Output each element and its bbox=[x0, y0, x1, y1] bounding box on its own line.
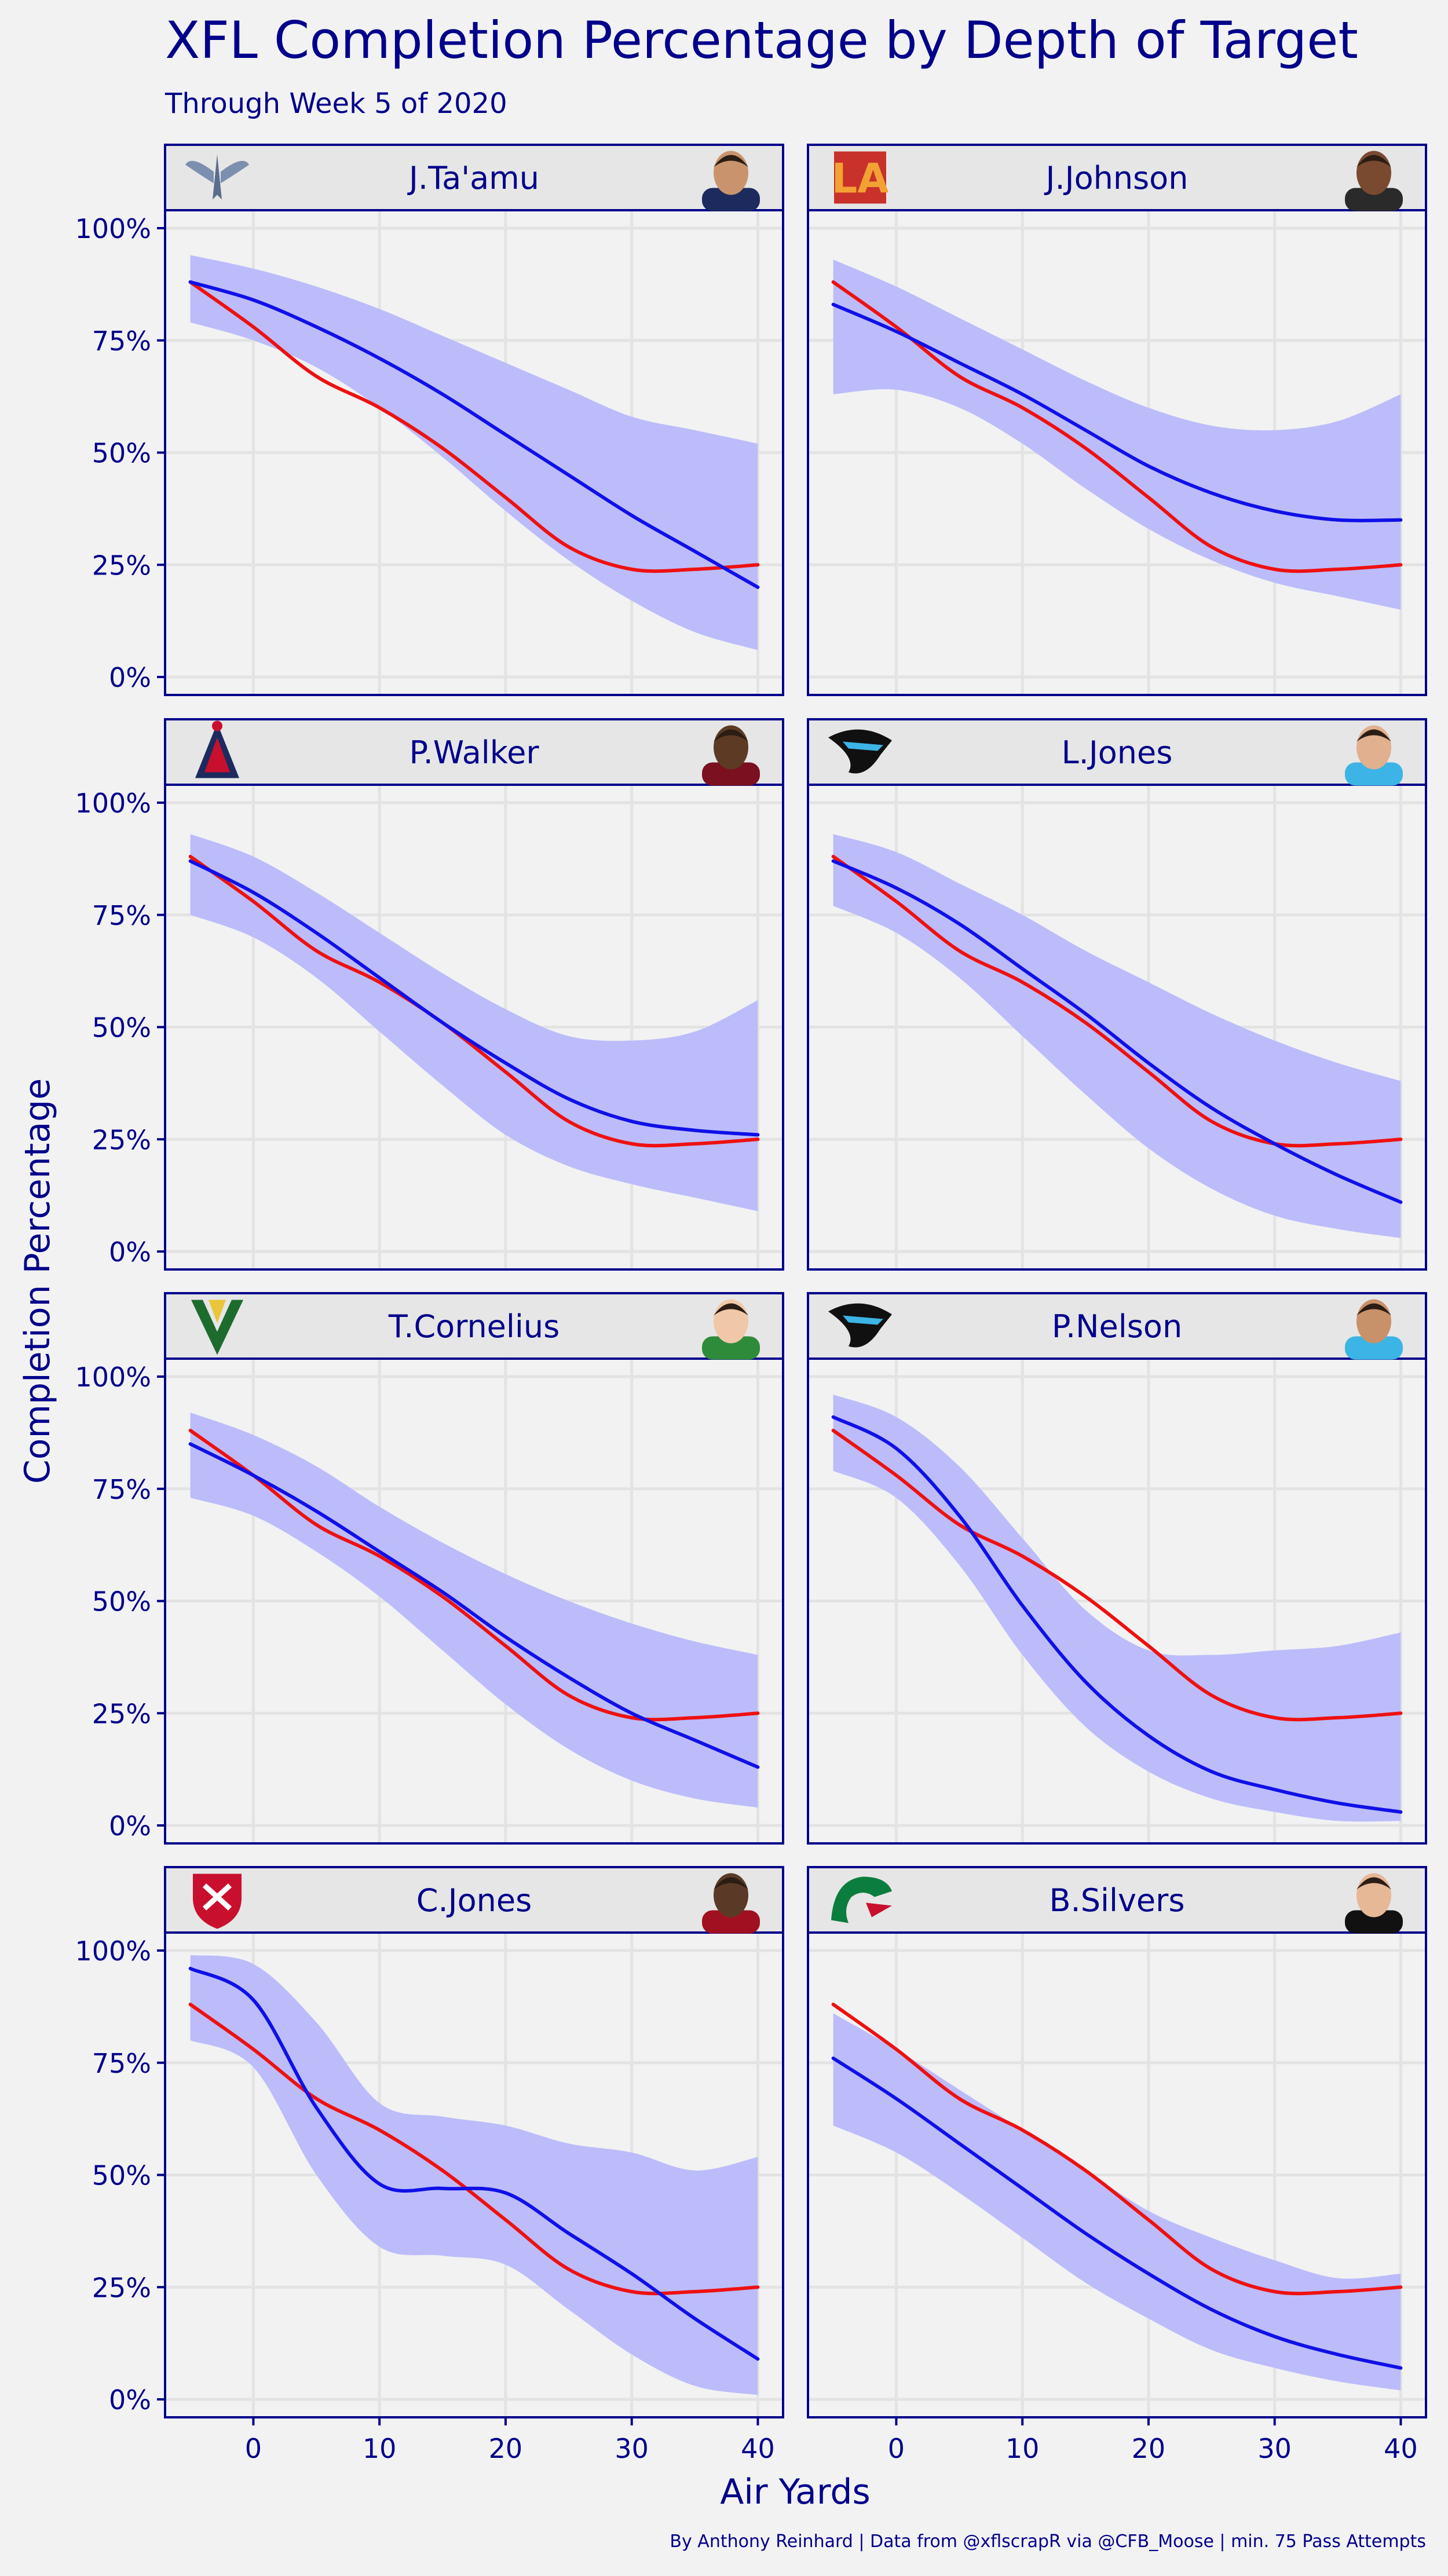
y-tick-label: 100% bbox=[75, 213, 151, 244]
panel-strip bbox=[164, 1866, 784, 1934]
player-headshot-icon bbox=[702, 1873, 760, 1934]
player-headshot-icon bbox=[1345, 725, 1403, 786]
panel-5: T.Cornelius 0% 25% 50% 75% 100% bbox=[75, 1292, 784, 1845]
x-tick-label: 30 bbox=[1257, 2433, 1292, 2464]
player-line bbox=[831, 2057, 1403, 2370]
panel-player-name: P.Nelson bbox=[1052, 1308, 1182, 1345]
y-tick-label: 0% bbox=[109, 2384, 151, 2416]
y-tick-label: 50% bbox=[92, 1586, 151, 1618]
league-average-line bbox=[188, 280, 760, 573]
x-tick-label: 0 bbox=[245, 2433, 262, 2464]
y-tick-label: 25% bbox=[92, 2272, 151, 2303]
panel-player-name: P.Walker bbox=[409, 734, 539, 771]
league-average-line bbox=[831, 280, 1403, 573]
panel-player-name: T.Cornelius bbox=[388, 1308, 560, 1345]
panel-2: J.Johnson LA bbox=[807, 144, 1427, 696]
dragons-logo-icon bbox=[831, 1876, 892, 1923]
player-headshot-icon bbox=[702, 725, 760, 786]
chart-subtitle: Through Week 5 of 2020 bbox=[164, 87, 507, 120]
panel-4: L.Jones bbox=[807, 718, 1427, 1271]
panel-strip bbox=[807, 1292, 1427, 1360]
player-line bbox=[831, 859, 1403, 1204]
panel-strip bbox=[807, 144, 1427, 211]
player-headshot-icon bbox=[1345, 151, 1403, 211]
confidence-band bbox=[190, 1413, 758, 1807]
y-tick-label: 100% bbox=[75, 1362, 151, 1393]
y-tick-label: 0% bbox=[109, 1236, 151, 1268]
renegades-logo-icon bbox=[828, 1303, 892, 1348]
panel-strip bbox=[164, 144, 784, 211]
panel-player-name: B.Silvers bbox=[1049, 1882, 1184, 1919]
chart-caption: By Anthony Reinhard | Data from @xflscra… bbox=[670, 2531, 1426, 2552]
panel-player-name: J.Ta'amu bbox=[407, 160, 539, 196]
y-tick-label: 75% bbox=[92, 1474, 151, 1505]
y-tick-label: 75% bbox=[92, 900, 151, 931]
panel-7: C.Jones 0% 25% 50% 75% 100% 0 10 20 30 40 bbox=[75, 1866, 784, 2464]
player-line bbox=[188, 1442, 760, 1769]
panel-player-name: L.Jones bbox=[1062, 734, 1173, 771]
y-tick-label: 100% bbox=[75, 1935, 151, 1967]
y-tick-label: 0% bbox=[109, 662, 151, 693]
chart-title: XFL Completion Percentage by Depth of Ta… bbox=[165, 10, 1358, 70]
y-tick-label: 50% bbox=[92, 1012, 151, 1044]
player-line bbox=[831, 302, 1403, 522]
renegades-logo-icon bbox=[828, 729, 892, 774]
y-tick-label: 75% bbox=[92, 325, 151, 357]
wildcats-logo-icon: LA bbox=[832, 151, 889, 204]
panel-player-name: J.Johnson bbox=[1044, 160, 1189, 196]
player-headshot-icon bbox=[702, 1299, 760, 1360]
league-average-line bbox=[831, 855, 1403, 1148]
x-tick-label: 40 bbox=[741, 2433, 775, 2464]
player-line bbox=[188, 859, 760, 1137]
battlehawks-logo-icon bbox=[185, 154, 249, 200]
x-tick-label: 30 bbox=[615, 2433, 649, 2464]
x-tick-label: 0 bbox=[888, 2433, 905, 2464]
y-tick-label: 25% bbox=[92, 550, 151, 581]
panel-6: P.Nelson bbox=[807, 1292, 1427, 1845]
x-tick-label: 20 bbox=[1132, 2433, 1166, 2464]
panel-strip bbox=[164, 718, 784, 786]
x-tick-label: 10 bbox=[1005, 2433, 1040, 2464]
roughnecks-logo-icon bbox=[195, 720, 239, 778]
y-axis-title: Completion Percentage bbox=[17, 1078, 58, 1484]
y-tick-label: 25% bbox=[92, 1124, 151, 1155]
league-average-line bbox=[831, 1429, 1403, 1722]
y-tick-label: 75% bbox=[92, 2048, 151, 2079]
confidence-band bbox=[190, 1955, 758, 2395]
player-headshot-icon bbox=[702, 151, 760, 211]
y-tick-label: 100% bbox=[75, 788, 151, 819]
league-average-line bbox=[831, 2003, 1403, 2296]
y-tick-label: 25% bbox=[92, 1698, 151, 1729]
panel-player-name: C.Jones bbox=[416, 1882, 532, 1919]
confidence-band bbox=[833, 259, 1401, 610]
panel-1: J.Ta'amu 0% 25% 50% 75% 100% bbox=[75, 144, 784, 696]
x-tick-label: 10 bbox=[363, 2433, 397, 2464]
y-tick-label: 0% bbox=[109, 1810, 151, 1842]
player-line bbox=[831, 1415, 1403, 1814]
league-average-line bbox=[188, 1429, 760, 1722]
player-headshot-icon bbox=[1345, 1299, 1403, 1360]
x-tick-label: 20 bbox=[489, 2433, 523, 2464]
x-axis-title: Air Yards bbox=[720, 2472, 871, 2512]
confidence-band bbox=[190, 255, 758, 650]
player-line bbox=[188, 1967, 760, 2361]
panel-strip bbox=[807, 718, 1427, 786]
player-line bbox=[188, 280, 760, 589]
x-tick-label: 40 bbox=[1384, 2433, 1418, 2464]
y-tick-label: 50% bbox=[92, 2160, 151, 2191]
vipers-logo-icon bbox=[191, 1300, 243, 1355]
panel-3: P.Walker 0% 25% 50% 75% 100% bbox=[75, 718, 784, 1271]
svg-text:LA: LA bbox=[832, 155, 889, 203]
y-tick-label: 50% bbox=[92, 438, 151, 469]
player-headshot-icon bbox=[1345, 1873, 1403, 1934]
league-average-line bbox=[188, 855, 760, 1148]
defenders-logo-icon bbox=[193, 1874, 242, 1929]
panel-strip bbox=[164, 1292, 784, 1360]
panel-strip bbox=[807, 1866, 1427, 1934]
panel-8: B.Silvers 0 10 20 30 40 bbox=[807, 1866, 1427, 2464]
